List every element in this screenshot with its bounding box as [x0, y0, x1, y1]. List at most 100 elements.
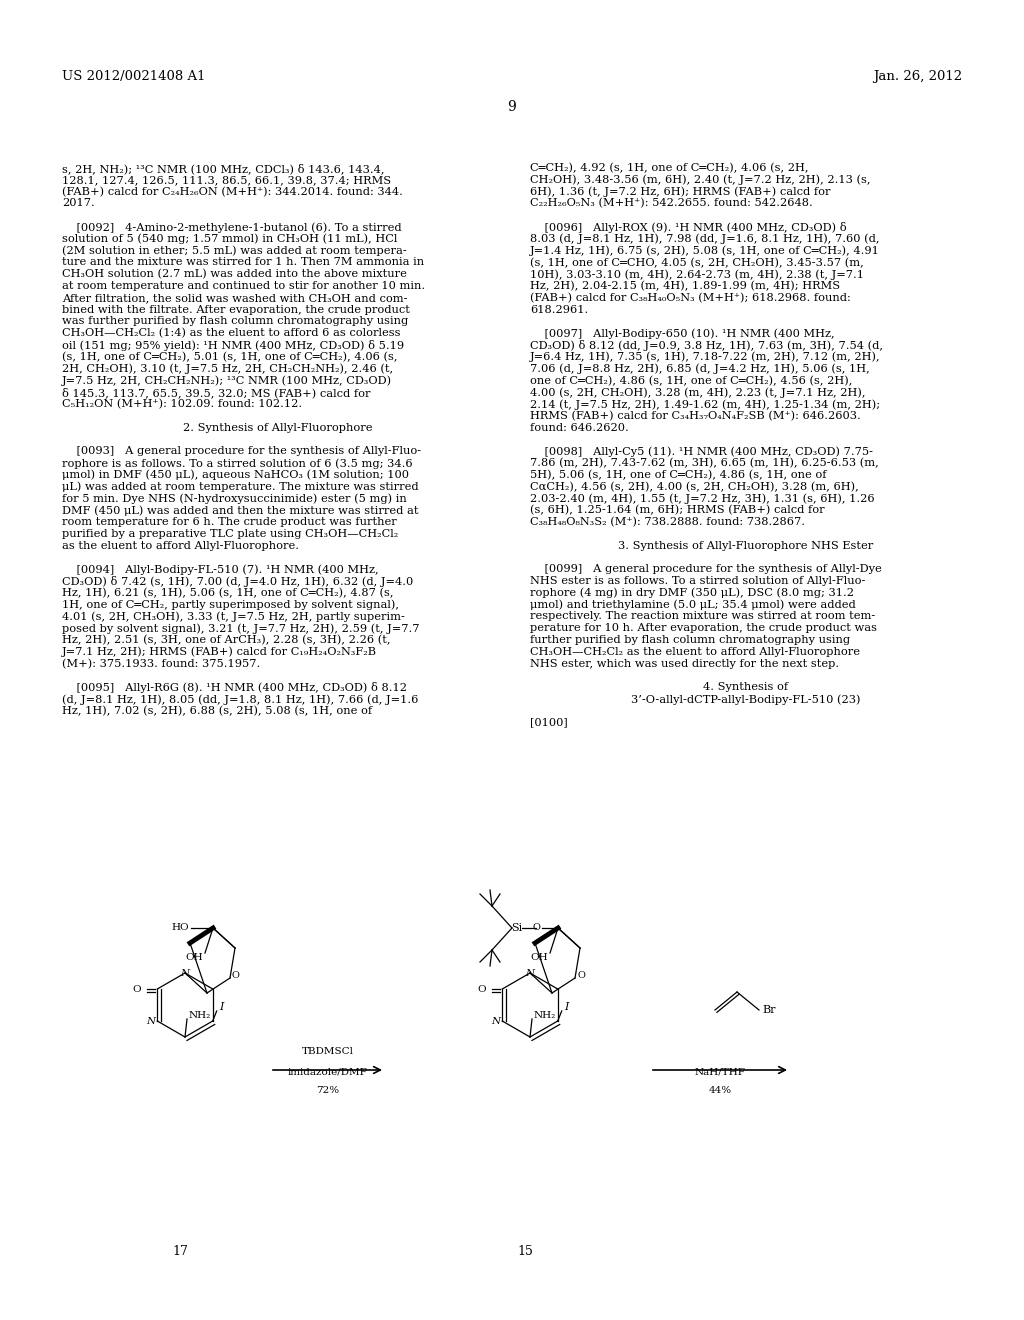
Text: I: I [564, 1002, 568, 1012]
Text: (s, 1H, one of C═CHO, 4.05 (s, 2H, CH₂OH), 3.45-3.57 (m,: (s, 1H, one of C═CHO, 4.05 (s, 2H, CH₂OH… [530, 257, 864, 268]
Text: [0100]: [0100] [530, 718, 567, 727]
Text: OH: OH [530, 953, 548, 961]
Text: CH₂OH), 3.48-3.56 (m, 6H), 2.40 (t, J=7.2 Hz, 2H), 2.13 (s,: CH₂OH), 3.48-3.56 (m, 6H), 2.40 (t, J=7.… [530, 174, 870, 185]
Text: respectively. The reaction mixture was stirred at room tem-: respectively. The reaction mixture was s… [530, 611, 876, 622]
Text: OH: OH [185, 953, 203, 961]
Text: one of C═CH₂), 4.86 (s, 1H, one of C═CH₂), 4.56 (s, 2H),: one of C═CH₂), 4.86 (s, 1H, one of C═CH₂… [530, 375, 852, 385]
Text: μmol) and triethylamine (5.0 μL; 35.4 μmol) were added: μmol) and triethylamine (5.0 μL; 35.4 μm… [530, 599, 856, 610]
Text: C₃₈H₄₈O₈N₃S₂ (M⁺): 738.2888. found: 738.2867.: C₃₈H₄₈O₈N₃S₂ (M⁺): 738.2888. found: 738.… [530, 517, 805, 527]
Text: [0099]   A general procedure for the synthesis of Allyl-Dye: [0099] A general procedure for the synth… [530, 564, 882, 574]
Text: [0098]   Allyl-Cy5 (11). ¹H NMR (400 MHz, CD₃OD) 7.75-: [0098] Allyl-Cy5 (11). ¹H NMR (400 MHz, … [530, 446, 873, 457]
Text: room temperature for 6 h. The crude product was further: room temperature for 6 h. The crude prod… [62, 517, 396, 527]
Text: CD₃OD) δ 7.42 (s, 1H), 7.00 (d, J=4.0 Hz, 1H), 6.32 (d, J=4.0: CD₃OD) δ 7.42 (s, 1H), 7.00 (d, J=4.0 Hz… [62, 576, 414, 587]
Text: was further purified by flash column chromatography using: was further purified by flash column chr… [62, 317, 409, 326]
Text: CH₃OH—CH₂Cl₂ as the eluent to afford Allyl-Fluorophore: CH₃OH—CH₂Cl₂ as the eluent to afford All… [530, 647, 860, 657]
Text: O: O [577, 970, 585, 979]
Text: (d, J=8.1 Hz, 1H), 8.05 (dd, J=1.8, 8.1 Hz, 1H), 7.66 (d, J=1.6: (d, J=8.1 Hz, 1H), 8.05 (dd, J=1.8, 8.1 … [62, 694, 419, 705]
Text: s, 2H, NH₂); ¹³C NMR (100 MHz, CDCl₃) δ 143.6, 143.4,: s, 2H, NH₂); ¹³C NMR (100 MHz, CDCl₃) δ … [62, 162, 384, 174]
Text: N: N [180, 969, 189, 978]
Text: 7.06 (d, J=8.8 Hz, 2H), 6.85 (d, J=4.2 Hz, 1H), 5.06 (s, 1H,: 7.06 (d, J=8.8 Hz, 2H), 6.85 (d, J=4.2 H… [530, 363, 869, 374]
Text: C₅H₁₂ON (M+H⁺): 102.09. found: 102.12.: C₅H₁₂ON (M+H⁺): 102.09. found: 102.12. [62, 399, 302, 409]
Text: J=7.5 Hz, 2H, CH₂CH₂NH₂); ¹³C NMR (100 MHz, CD₃OD): J=7.5 Hz, 2H, CH₂CH₂NH₂); ¹³C NMR (100 M… [62, 375, 392, 385]
Text: Hz, 1H), 6.21 (s, 1H), 5.06 (s, 1H, one of C═CH₂), 4.87 (s,: Hz, 1H), 6.21 (s, 1H), 5.06 (s, 1H, one … [62, 587, 393, 598]
Text: NaH/THF: NaH/THF [694, 1068, 745, 1077]
Text: [0092]   4-Amino-2-methylene-1-butanol (6). To a stirred: [0092] 4-Amino-2-methylene-1-butanol (6)… [62, 222, 401, 232]
Text: 6H), 1.36 (t, J=7.2 Hz, 6H); HRMS (FAB+) calcd for: 6H), 1.36 (t, J=7.2 Hz, 6H); HRMS (FAB+)… [530, 186, 830, 197]
Text: (s, 6H), 1.25-1.64 (m, 6H); HRMS (FAB+) calcd for: (s, 6H), 1.25-1.64 (m, 6H); HRMS (FAB+) … [530, 506, 824, 516]
Text: 5H), 5.06 (s, 1H, one of C═CH₂), 4.86 (s, 1H, one of: 5H), 5.06 (s, 1H, one of C═CH₂), 4.86 (s… [530, 470, 826, 480]
Text: [0094]   Allyl-Bodipy-FL-510 (7). ¹H NMR (400 MHz,: [0094] Allyl-Bodipy-FL-510 (7). ¹H NMR (… [62, 564, 379, 574]
Text: 17: 17 [172, 1245, 188, 1258]
Text: 618.2961.: 618.2961. [530, 305, 588, 314]
Text: (FAB+) calcd for C₂₄H₂₆ON (M+H⁺): 344.2014. found: 344.: (FAB+) calcd for C₂₄H₂₆ON (M+H⁺): 344.20… [62, 186, 402, 197]
Text: found: 646.2620.: found: 646.2620. [530, 422, 629, 433]
Text: for 5 min. Dye NHS (N-hydroxysuccinimide) ester (5 mg) in: for 5 min. Dye NHS (N-hydroxysuccinimide… [62, 494, 407, 504]
Text: δ 145.3, 113.7, 65.5, 39.5, 32.0; MS (FAB+) calcd for: δ 145.3, 113.7, 65.5, 39.5, 32.0; MS (FA… [62, 387, 371, 399]
Text: rophore (4 mg) in dry DMF (350 μL), DSC (8.0 mg; 31.2: rophore (4 mg) in dry DMF (350 μL), DSC … [530, 587, 854, 598]
Text: at room temperature and continued to stir for another 10 min.: at room temperature and continued to sti… [62, 281, 425, 290]
Text: 2.03-2.40 (m, 4H), 1.55 (t, J=7.2 Hz, 3H), 1.31 (s, 6H), 1.26: 2.03-2.40 (m, 4H), 1.55 (t, J=7.2 Hz, 3H… [530, 494, 874, 504]
Text: NHS ester is as follows. To a stirred solution of Allyl-Fluo-: NHS ester is as follows. To a stirred so… [530, 576, 865, 586]
Text: 2.14 (t, J=7.5 Hz, 2H), 1.49-1.62 (m, 4H), 1.25-1.34 (m, 2H);: 2.14 (t, J=7.5 Hz, 2H), 1.49-1.62 (m, 4H… [530, 399, 880, 409]
Text: US 2012/0021408 A1: US 2012/0021408 A1 [62, 70, 206, 83]
Text: solution of 5 (540 mg; 1.57 mmol) in CH₃OH (11 mL), HCl: solution of 5 (540 mg; 1.57 mmol) in CH₃… [62, 234, 397, 244]
Text: 128.1, 127.4, 126.5, 111.3, 86.5, 66.1, 39.8, 37.4; HRMS: 128.1, 127.4, 126.5, 111.3, 86.5, 66.1, … [62, 174, 391, 185]
Text: Hz, 1H), 7.02 (s, 2H), 6.88 (s, 2H), 5.08 (s, 1H, one of: Hz, 1H), 7.02 (s, 2H), 6.88 (s, 2H), 5.0… [62, 706, 372, 717]
Text: μmol) in DMF (450 μL), aqueous NaHCO₃ (1M solution; 100: μmol) in DMF (450 μL), aqueous NaHCO₃ (1… [62, 470, 409, 480]
Text: 2. Synthesis of Allyl-Fluorophore: 2. Synthesis of Allyl-Fluorophore [183, 422, 373, 433]
Text: J=1.4 Hz, 1H), 6.75 (s, 2H), 5.08 (s, 1H, one of C═CH₂), 4.91: J=1.4 Hz, 1H), 6.75 (s, 2H), 5.08 (s, 1H… [530, 246, 880, 256]
Text: rophore is as follows. To a stirred solution of 6 (3.5 mg; 34.6: rophore is as follows. To a stirred solu… [62, 458, 413, 469]
Text: 4. Synthesis of: 4. Synthesis of [703, 682, 788, 692]
Text: as the eluent to afford Allyl-Fluorophore.: as the eluent to afford Allyl-Fluorophor… [62, 541, 299, 550]
Text: Jan. 26, 2012: Jan. 26, 2012 [872, 70, 962, 83]
Text: I: I [219, 1002, 223, 1012]
Text: imidazole/DMF: imidazole/DMF [288, 1068, 368, 1077]
Text: HRMS (FAB+) calcd for C₃₄H₃₇O₄N₄F₂SB (M⁺): 646.2603.: HRMS (FAB+) calcd for C₃₄H₃₇O₄N₄F₂SB (M⁺… [530, 411, 861, 421]
Text: After filtration, the solid was washed with CH₃OH and com-: After filtration, the solid was washed w… [62, 293, 408, 302]
Text: perature for 10 h. After evaporation, the crude product was: perature for 10 h. After evaporation, th… [530, 623, 877, 634]
Text: 2017.: 2017. [62, 198, 95, 209]
Text: 3. Synthesis of Allyl-Fluorophore NHS Ester: 3. Synthesis of Allyl-Fluorophore NHS Es… [618, 541, 873, 550]
Text: 2H, CH₂OH), 3.10 (t, J=7.5 Hz, 2H, CH₂CH₂NH₂), 2.46 (t,: 2H, CH₂OH), 3.10 (t, J=7.5 Hz, 2H, CH₂CH… [62, 363, 393, 374]
Text: NHS ester, which was used directly for the next step.: NHS ester, which was used directly for t… [530, 659, 839, 669]
Text: bined with the filtrate. After evaporation, the crude product: bined with the filtrate. After evaporati… [62, 305, 410, 314]
Text: μL) was added at room temperature. The mixture was stirred: μL) was added at room temperature. The m… [62, 482, 419, 492]
Text: CH₃OH—CH₂Cl₂ (1:4) as the eluent to afford 6 as colorless: CH₃OH—CH₂Cl₂ (1:4) as the eluent to affo… [62, 329, 400, 338]
Text: posed by solvent signal), 3.21 (t, J=7.7 Hz, 2H), 2.59 (t, J=7.7: posed by solvent signal), 3.21 (t, J=7.7… [62, 623, 420, 634]
Text: oil (151 mg; 95% yield): ¹H NMR (400 MHz, CD₃OD) δ 5.19: oil (151 mg; 95% yield): ¹H NMR (400 MHz… [62, 341, 404, 351]
Text: 9: 9 [508, 100, 516, 114]
Text: 7.86 (m, 2H), 7.43-7.62 (m, 3H), 6.65 (m, 1H), 6.25-6.53 (m,: 7.86 (m, 2H), 7.43-7.62 (m, 3H), 6.65 (m… [530, 458, 879, 469]
Text: 1H, one of C═CH₂, partly superimposed by solvent signal),: 1H, one of C═CH₂, partly superimposed by… [62, 599, 399, 610]
Text: further purified by flash column chromatography using: further purified by flash column chromat… [530, 635, 850, 645]
Text: N: N [492, 1016, 501, 1026]
Text: O: O [477, 985, 486, 994]
Text: NH₂: NH₂ [189, 1011, 211, 1019]
Text: O: O [133, 985, 141, 994]
Text: J=6.4 Hz, 1H), 7.35 (s, 1H), 7.18-7.22 (m, 2H), 7.12 (m, 2H),: J=6.4 Hz, 1H), 7.35 (s, 1H), 7.18-7.22 (… [530, 352, 881, 363]
Text: C═CH₂), 4.92 (s, 1H, one of C═CH₂), 4.06 (s, 2H,: C═CH₂), 4.92 (s, 1H, one of C═CH₂), 4.06… [530, 162, 809, 173]
Text: CH₃OH solution (2.7 mL) was added into the above mixture: CH₃OH solution (2.7 mL) was added into t… [62, 269, 407, 280]
Text: Br: Br [762, 1005, 775, 1015]
Text: O: O [532, 924, 540, 932]
Text: CD₃OD) δ 8.12 (dd, J=0.9, 3.8 Hz, 1H), 7.63 (m, 3H), 7.54 (d,: CD₃OD) δ 8.12 (dd, J=0.9, 3.8 Hz, 1H), 7… [530, 341, 883, 351]
Text: CαCH₂), 4.56 (s, 2H), 4.00 (s, 2H, CH₂OH), 3.28 (m, 6H),: CαCH₂), 4.56 (s, 2H), 4.00 (s, 2H, CH₂OH… [530, 482, 859, 492]
Text: purified by a preparative TLC plate using CH₃OH—CH₂Cl₂: purified by a preparative TLC plate usin… [62, 529, 398, 539]
Text: Hz, 2H), 2.04-2.15 (m, 4H), 1.89-1.99 (m, 4H); HRMS: Hz, 2H), 2.04-2.15 (m, 4H), 1.89-1.99 (m… [530, 281, 840, 292]
Text: (2M solution in ether; 5.5 mL) was added at room tempera-: (2M solution in ether; 5.5 mL) was added… [62, 246, 407, 256]
Text: HO: HO [171, 924, 189, 932]
Text: C₂₂H₂₆O₅N₃ (M+H⁺): 542.2655. found: 542.2648.: C₂₂H₂₆O₅N₃ (M+H⁺): 542.2655. found: 542.… [530, 198, 813, 209]
Text: Hz, 2H), 2.51 (s, 3H, one of ArCH₃), 2.28 (s, 3H), 2.26 (t,: Hz, 2H), 2.51 (s, 3H, one of ArCH₃), 2.2… [62, 635, 390, 645]
Text: 10H), 3.03-3.10 (m, 4H), 2.64-2.73 (m, 4H), 2.38 (t, J=7.1: 10H), 3.03-3.10 (m, 4H), 2.64-2.73 (m, 4… [530, 269, 864, 280]
Text: DMF (450 μL) was added and then the mixture was stirred at: DMF (450 μL) was added and then the mixt… [62, 506, 419, 516]
Text: 44%: 44% [709, 1086, 731, 1096]
Text: [0097]   Allyl-Bodipy-650 (10). ¹H NMR (400 MHz,: [0097] Allyl-Bodipy-650 (10). ¹H NMR (40… [530, 329, 835, 339]
Text: 15: 15 [517, 1245, 532, 1258]
Text: (s, 1H, one of C═CH₂), 5.01 (s, 1H, one of C═CH₂), 4.06 (s,: (s, 1H, one of C═CH₂), 5.01 (s, 1H, one … [62, 352, 397, 362]
Text: [0095]   Allyl-R6G (8). ¹H NMR (400 MHz, CD₃OD) δ 8.12: [0095] Allyl-R6G (8). ¹H NMR (400 MHz, C… [62, 682, 407, 693]
Text: 8.03 (d, J=8.1 Hz, 1H), 7.98 (dd, J=1.6, 8.1 Hz, 1H), 7.60 (d,: 8.03 (d, J=8.1 Hz, 1H), 7.98 (dd, J=1.6,… [530, 234, 880, 244]
Text: N: N [146, 1016, 156, 1026]
Text: 4.01 (s, 2H, CH₃OH), 3.33 (t, J=7.5 Hz, 2H, partly superim-: 4.01 (s, 2H, CH₃OH), 3.33 (t, J=7.5 Hz, … [62, 611, 404, 622]
Text: [0096]   Allyl-ROX (9). ¹H NMR (400 MHz, CD₃OD) δ: [0096] Allyl-ROX (9). ¹H NMR (400 MHz, C… [530, 222, 847, 234]
Text: O: O [232, 970, 240, 979]
Text: 4.00 (s, 2H, CH₂OH), 3.28 (m, 4H), 2.23 (t, J=7.1 Hz, 2H),: 4.00 (s, 2H, CH₂OH), 3.28 (m, 4H), 2.23 … [530, 387, 865, 397]
